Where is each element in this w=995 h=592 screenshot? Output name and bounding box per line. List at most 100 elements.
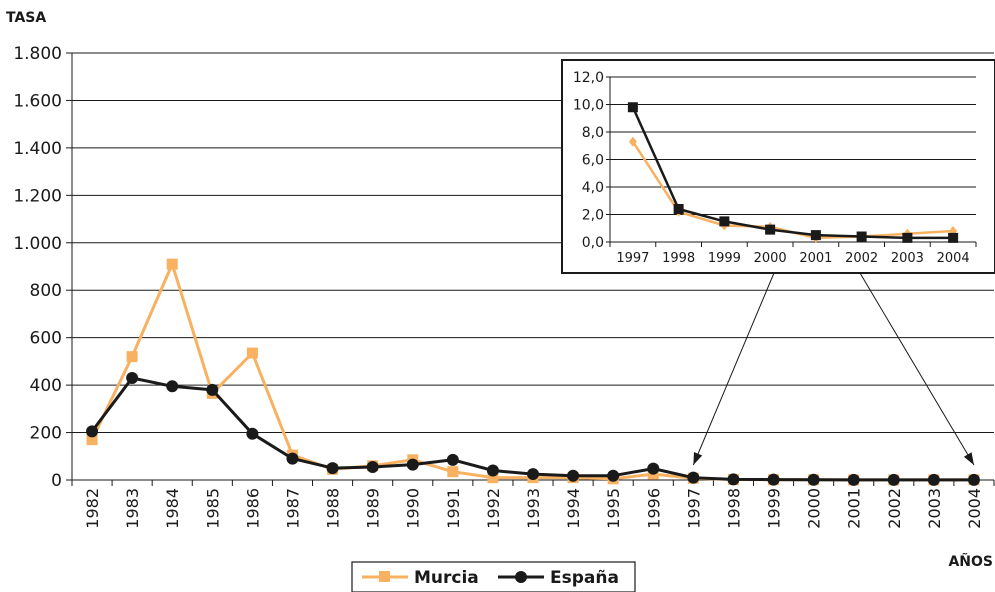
main-x-tick-label: 1997 [684, 488, 703, 529]
series-espana-point [647, 462, 660, 475]
series-espana-point [326, 462, 339, 475]
inset-series-murcia-point [628, 136, 637, 147]
series-espana-point [486, 464, 499, 477]
main-y-tick-label: 1.400 [13, 139, 62, 159]
inset-x-tick-label: 1997 [616, 251, 649, 266]
inset-y-tick-label: 0,0 [582, 235, 604, 251]
series-espana-point [406, 458, 419, 471]
series-espana-point [446, 453, 459, 466]
series-espana-point [567, 469, 580, 482]
main-x-tick-label: 2000 [805, 488, 824, 529]
main-y-tick-label: 400 [30, 376, 62, 396]
x-axis-title: AÑOS [948, 553, 993, 570]
main-y-tick-label: 600 [30, 329, 62, 349]
series-murcia-point [487, 472, 499, 484]
main-x-tick-label: 1993 [524, 488, 543, 529]
inset-series-espana-point [948, 232, 959, 243]
main-series-group [86, 258, 980, 486]
series-murcia-point [86, 434, 98, 446]
legend: Murcia España [351, 561, 636, 592]
inset-y-tick-label: 8,0 [582, 125, 604, 141]
series-espana-point [927, 473, 940, 486]
main-x-tick-label: 1983 [123, 488, 142, 529]
series-murcia-point [166, 258, 178, 270]
main-x-tick-label: 1990 [404, 488, 423, 529]
main-x-tick-label: 2003 [925, 488, 944, 529]
main-x-tick-label: 1988 [324, 488, 343, 529]
inset-x-tick-label: 1998 [662, 251, 695, 266]
main-x-tick-label: 2004 [965, 488, 984, 529]
main-y-tick-label: 800 [30, 281, 62, 301]
series-murcia-point [447, 466, 459, 478]
series-espana-point [967, 473, 980, 486]
inset-chart: 0,0 2,0 4,0 6,0 8,0 10,0 12,0 1997 1998 1999 2000 2… [561, 59, 995, 274]
y-axis-title: TASA [6, 10, 46, 26]
main-y-tick-label: 0 [51, 471, 62, 491]
inset-series-espana-point [765, 224, 776, 235]
pointer-arrow-line [859, 272, 975, 466]
legend-espana-label: España [550, 568, 619, 588]
inset-series-espana-point [673, 204, 684, 214]
pointer-arrow-head [963, 452, 974, 465]
legend-murcia-marker [379, 571, 390, 582]
legend-espana-marker [515, 571, 527, 583]
main-x-tick-label: 1992 [484, 488, 503, 529]
main-x-tick-label: 1985 [203, 488, 222, 529]
series-espana-point [206, 383, 219, 396]
main-y-tick-labels: 0 200 400 600 800 1.000 1.200 1.400 1.600 1.800 [13, 44, 62, 491]
inset-x-tick-label: 2000 [754, 251, 787, 266]
main-x-tick-label: 1989 [364, 488, 383, 529]
inset-frame [561, 59, 995, 274]
main-x-tick-label: 2002 [885, 488, 904, 529]
main-y-tick-label: 1.600 [13, 91, 62, 111]
main-y-tick-label: 1.200 [13, 186, 62, 206]
inset-x-tick-label: 2004 [937, 251, 970, 266]
inset-y-tick-label: 2,0 [582, 208, 604, 224]
inset-series-espana-point [627, 102, 638, 113]
inset-y-tick-label: 6,0 [582, 153, 604, 169]
main-x-tick-label: 1982 [83, 488, 102, 529]
inset-x-tick-label: 2002 [845, 251, 878, 266]
series-espana-point [687, 471, 700, 484]
main-y-tick-label: 1.000 [13, 234, 62, 254]
main-x-tick-label: 1987 [283, 488, 302, 529]
series-espana-point [847, 473, 860, 486]
inset-series-espana-line [631, 106, 954, 240]
inset-series-espana-point [856, 231, 867, 242]
main-x-tick-label: 1998 [724, 488, 743, 529]
series-murcia-point [246, 347, 258, 359]
inset-x-tick-label: 2001 [799, 251, 832, 266]
inset-pointer-arrows [692, 272, 975, 466]
series-espana-point [86, 425, 99, 438]
main-x-tick-label: 2001 [845, 488, 864, 529]
inset-y-tick-label: 10,0 [573, 98, 604, 114]
inset-y-tick-label: 4,0 [582, 180, 604, 196]
main-x-tick-label: 1999 [765, 488, 784, 529]
inset-series-espana-point [902, 232, 913, 243]
inset-y-tick-label: 12,0 [573, 70, 604, 86]
series-espana-point [607, 469, 620, 482]
series-murcia-line [90, 262, 975, 482]
series-espana-point [527, 468, 539, 481]
series-espana-point [807, 473, 820, 486]
series-espana-point [126, 371, 139, 384]
series-espana-point [246, 427, 259, 440]
series-espana-point [286, 452, 299, 465]
main-x-tick-label: 1984 [163, 488, 182, 529]
main-x-tick-label: 1994 [564, 488, 583, 529]
main-x-tick-label: 1991 [444, 488, 463, 529]
main-y-tick-label: 200 [30, 424, 62, 444]
series-espana-point [166, 380, 179, 393]
inset-x-tick-label: 1999 [708, 251, 741, 266]
inset-x-tick-label: 2003 [891, 251, 924, 266]
series-espana-point [727, 473, 740, 486]
series-espana-point [887, 473, 900, 486]
series-murcia-point [126, 351, 138, 363]
inset-series-espana-point [719, 216, 730, 227]
pointer-arrow-head [693, 452, 703, 465]
inset-series-espana-point [810, 230, 821, 241]
main-x-tick-label: 1986 [243, 488, 262, 529]
series-espana-point [767, 473, 780, 486]
